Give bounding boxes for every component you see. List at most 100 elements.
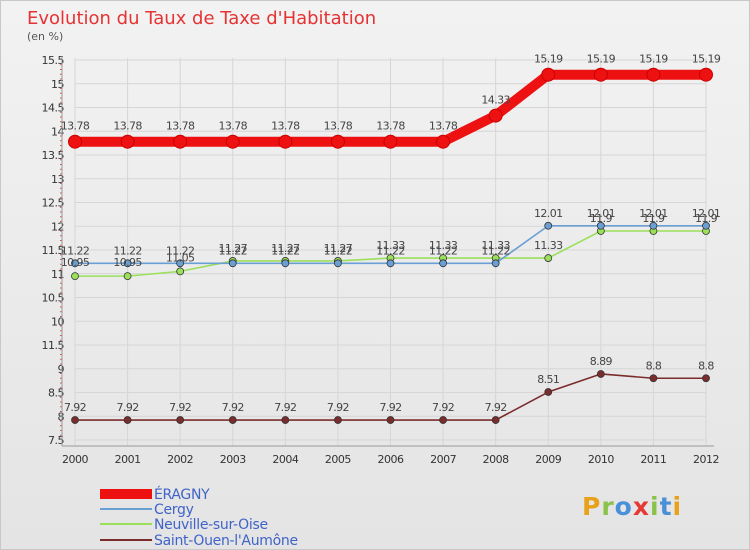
data-point [488, 108, 503, 123]
data-label: 11.27 [219, 242, 248, 255]
data-label: 13.78 [271, 120, 300, 133]
data-label: 11.22 [113, 244, 142, 257]
data-label: 15.19 [587, 53, 616, 66]
data-label: 11.05 [166, 251, 195, 264]
data-label: 15.19 [534, 53, 563, 66]
data-label: 8.8 [646, 359, 662, 372]
data-label: 7.92 [379, 401, 401, 414]
data-label: 11.22 [219, 244, 248, 257]
data-point [176, 259, 185, 268]
y-tick-label: 7.5 [48, 434, 64, 447]
data-point [71, 416, 79, 424]
data-label: 13.78 [61, 120, 90, 133]
data-point [123, 272, 132, 281]
data-point [544, 388, 553, 396]
data-label: 11.9 [642, 212, 665, 225]
y-tick-label: 11.5 [42, 244, 65, 257]
x-tick-label: 2003 [220, 453, 246, 466]
data-label: 11.22 [481, 244, 510, 257]
data-point [123, 416, 132, 424]
x-tick-label: 2006 [378, 453, 404, 466]
data-label: 11.22 [61, 244, 90, 257]
data-point [176, 416, 185, 424]
data-label: 15.19 [692, 53, 721, 66]
x-tick-label: 2000 [62, 453, 88, 466]
data-label: 13.78 [166, 120, 195, 133]
data-point [123, 259, 132, 268]
data-point [281, 259, 290, 268]
data-point [702, 374, 710, 383]
data-label: 7.92 [432, 401, 454, 414]
x-tick-label: 2011 [640, 453, 666, 466]
data-point [544, 221, 553, 230]
data-label: 11.33 [429, 239, 458, 252]
x-tick-label: 2007 [430, 453, 456, 466]
y-tick-label: 10.5 [42, 292, 65, 305]
y-tick-label: 13 [51, 173, 64, 186]
data-point [228, 416, 237, 424]
data-point [596, 370, 605, 378]
data-label: 7.92 [485, 401, 507, 414]
data-point [593, 67, 608, 82]
legend-swatch [100, 489, 152, 499]
data-label: 8.8 [698, 359, 714, 372]
x-tick-label: 2002 [167, 453, 193, 466]
watermark-text: Proxiti [582, 492, 682, 521]
data-point [120, 134, 135, 149]
data-point [225, 134, 240, 149]
data-label: 11.27 [271, 242, 300, 255]
data-point [439, 416, 447, 424]
data-label: 11.27 [324, 242, 353, 255]
data-point [646, 67, 661, 82]
legend: ÉRAGNYCergyNeuville-sur-OiseSaint-Ouen-l… [100, 486, 298, 549]
data-label: 11.33 [534, 239, 563, 252]
legend-entry: Cergy [154, 502, 194, 518]
data-label: 12.01 [692, 207, 721, 220]
x-tick-label: 2009 [535, 453, 561, 466]
data-point [281, 416, 290, 424]
data-point [436, 134, 451, 149]
data-label: 7.92 [64, 401, 86, 414]
data-label: 14.33 [481, 94, 510, 107]
y-tick-label: 12 [51, 220, 64, 233]
x-tick-label: 2004 [272, 453, 298, 466]
data-label: 12.01 [587, 207, 616, 220]
data-point [334, 416, 342, 424]
data-label: 8.89 [590, 355, 613, 368]
data-label: 7.92 [274, 401, 296, 414]
data-point [491, 416, 500, 424]
data-label: 13.78 [219, 120, 248, 133]
proxiti-logo: Proxiti [582, 492, 682, 521]
data-point [334, 259, 342, 268]
data-point [278, 134, 293, 149]
data-label: 13.78 [324, 120, 353, 133]
data-label: 7.92 [327, 401, 349, 414]
data-label: 13.78 [429, 120, 458, 133]
data-label: 11.22 [324, 244, 353, 257]
axes: 7.5 8 8.5 9 11.5 10 10.5 11 11.5 12 12.5 13 13.5 14 14… [42, 54, 720, 466]
legend-entry: ÉRAGNY [154, 486, 210, 503]
data-point [71, 272, 79, 281]
data-point [176, 267, 185, 276]
data-point [541, 67, 556, 82]
data-label: 13.78 [376, 120, 405, 133]
data-label: 11.22 [271, 244, 300, 257]
data-point [439, 259, 447, 268]
data-label: 11.9 [695, 212, 718, 225]
grid [74, 58, 707, 446]
data-point [383, 134, 398, 149]
data-label: 10.95 [113, 256, 142, 269]
data-point [386, 416, 395, 424]
data-label: 11.22 [166, 244, 195, 257]
data-label: 11.22 [429, 244, 458, 257]
data-point [699, 67, 713, 82]
data-label: 12.01 [534, 207, 563, 220]
y-tick-label: 15 [51, 78, 64, 91]
y-tick-label: 8 [58, 410, 65, 423]
data-point [491, 259, 500, 268]
data-label: 8.51 [537, 373, 559, 386]
x-tick-label: 2005 [325, 453, 351, 466]
data-label: 12.01 [639, 207, 668, 220]
y-tick-label: 9 [58, 363, 65, 376]
